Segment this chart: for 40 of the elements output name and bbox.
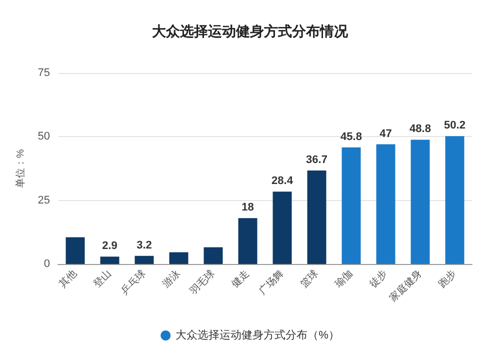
bar bbox=[134, 256, 154, 264]
data-label: 48.8 bbox=[410, 123, 431, 136]
bar bbox=[342, 147, 361, 264]
bar bbox=[272, 192, 292, 264]
y-tick-label: 50 bbox=[38, 130, 50, 143]
bar bbox=[66, 237, 85, 264]
x-tick-label: 跑步 bbox=[436, 267, 459, 290]
x-tick-label: 篮球 bbox=[298, 267, 321, 290]
x-tick-label: 家庭健身 bbox=[387, 267, 424, 304]
y-axis-title: 单位：% bbox=[14, 148, 26, 188]
x-tick-label: 羽毛球 bbox=[187, 267, 218, 298]
x-tick-label: 乒乓球 bbox=[118, 267, 148, 298]
bar bbox=[307, 170, 326, 264]
data-label: 36.7 bbox=[306, 154, 328, 166]
data-label: 2.9 bbox=[102, 240, 118, 252]
bar bbox=[100, 256, 120, 264]
bar bbox=[376, 144, 396, 264]
data-label: 50.2 bbox=[444, 120, 466, 132]
bar bbox=[204, 247, 223, 264]
x-tick-label: 徒步 bbox=[367, 267, 390, 290]
chart-title: 大众选择运动健身方式分布情况 bbox=[152, 23, 349, 40]
data-label: 45.8 bbox=[340, 130, 362, 143]
x-tick-label: 游泳 bbox=[160, 267, 183, 290]
x-tick-label: 登山 bbox=[91, 267, 114, 290]
y-tick-label: 0 bbox=[44, 258, 50, 270]
data-label: 3.2 bbox=[136, 239, 152, 252]
bar bbox=[169, 252, 188, 264]
data-label: 28.4 bbox=[272, 175, 294, 188]
y-tick-label: 25 bbox=[38, 194, 50, 206]
x-tick-label: 广场舞 bbox=[256, 267, 286, 298]
legend-label: 大众选择运动健身方式分布（%） bbox=[176, 328, 340, 342]
data-label: 47 bbox=[380, 128, 392, 140]
x-tick-label: 瑜伽 bbox=[332, 267, 356, 290]
data-label: 18 bbox=[242, 202, 254, 214]
bar bbox=[445, 136, 464, 264]
y-tick-label: 75 bbox=[38, 67, 50, 79]
x-tick-label: 其他 bbox=[56, 267, 80, 290]
bar bbox=[238, 218, 258, 264]
x-tick-label: 健走 bbox=[229, 267, 252, 290]
bar bbox=[410, 140, 430, 264]
